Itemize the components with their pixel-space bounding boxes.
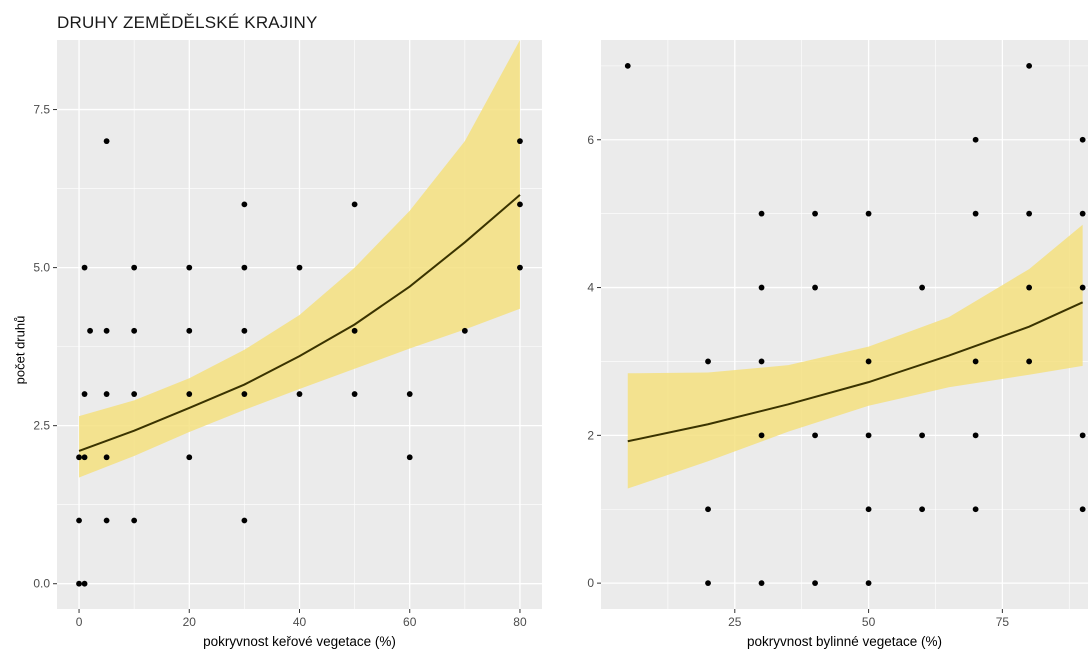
data-point — [76, 580, 82, 587]
x-axis-label: pokryvnost keřové vegetace (%) — [203, 634, 396, 649]
x-tick-label: 60 — [403, 615, 417, 629]
data-point — [865, 580, 872, 587]
data-point — [1079, 136, 1086, 143]
data-point — [1026, 62, 1033, 69]
data-point — [131, 327, 138, 334]
data-point — [81, 391, 88, 397]
data-point — [81, 264, 88, 271]
chart-panel-2: 25 50 75 0 2 4 6 pokryvnost bylinné vegetace (%… — [587, 40, 1088, 649]
x-tick-label: 40 — [293, 615, 307, 629]
data-point — [103, 391, 110, 397]
data-point — [103, 454, 110, 461]
data-point — [186, 327, 193, 334]
data-point — [351, 327, 358, 334]
data-point — [865, 210, 872, 217]
y-tick-label: 6 — [587, 133, 594, 147]
data-point — [241, 327, 248, 334]
data-point — [624, 62, 631, 69]
data-point — [812, 432, 818, 439]
fitted-line — [627, 301, 1084, 443]
data-point — [1079, 284, 1086, 291]
data-point — [81, 580, 88, 587]
data-point — [351, 391, 358, 397]
x-tick-label: 80 — [513, 615, 527, 629]
data-point — [87, 327, 93, 334]
data-point — [131, 517, 138, 524]
chart-title: DRUHY ZEMĚDĚLSKÉ KRAJINY — [57, 13, 318, 32]
data-point — [865, 432, 872, 439]
y-tick-label: 7.5 — [33, 103, 50, 117]
data-point — [865, 506, 872, 513]
data-point — [296, 264, 303, 271]
data-point — [972, 506, 979, 513]
data-point — [812, 284, 818, 291]
data-point — [972, 432, 979, 439]
data-point — [758, 580, 765, 587]
chart-panel-1: 0 20 40 60 80 0.0 2.5 5.0 7.5 pokryvnost keřové v… — [33, 40, 542, 649]
data-point — [705, 358, 711, 365]
x-tick-label: 20 — [183, 615, 197, 629]
data-point — [103, 327, 110, 334]
data-point — [919, 432, 925, 439]
data-point — [186, 264, 193, 271]
data-point — [186, 454, 193, 461]
data-point — [296, 391, 303, 397]
y-tick-label: 2.5 — [33, 419, 50, 433]
data-point — [81, 454, 88, 461]
data-point — [131, 391, 138, 397]
x-axis-label: pokryvnost bylinné vegetace (%) — [747, 634, 942, 649]
data-point — [76, 454, 82, 461]
data-point — [351, 201, 358, 208]
data-point — [461, 327, 468, 334]
data-point — [1026, 358, 1033, 365]
data-point — [517, 201, 523, 208]
data-point — [758, 358, 765, 365]
data-point — [241, 201, 248, 208]
data-point — [241, 264, 248, 271]
data-point — [972, 136, 979, 143]
data-point — [241, 517, 248, 524]
data-point — [76, 517, 82, 524]
data-point — [812, 210, 818, 217]
data-point — [919, 506, 925, 513]
data-point — [919, 284, 925, 291]
data-point — [1026, 284, 1033, 291]
data-point — [758, 284, 765, 291]
x-tick-label: 25 — [728, 615, 742, 629]
data-point — [758, 210, 765, 217]
data-point — [865, 358, 872, 365]
data-point — [972, 358, 979, 365]
data-point — [705, 506, 711, 513]
y-tick-label: 5.0 — [33, 261, 50, 275]
x-tick-label: 0 — [76, 615, 83, 629]
data-point — [1079, 432, 1086, 439]
data-point — [1079, 506, 1086, 513]
data-point — [705, 580, 711, 587]
data-point — [517, 264, 523, 271]
data-point — [812, 580, 818, 587]
data-point — [1079, 210, 1086, 217]
data-point — [406, 454, 413, 461]
confidence-ribbon — [627, 224, 1083, 489]
data-point — [186, 391, 193, 397]
y-tick-label: 0.0 — [33, 577, 50, 591]
data-point — [517, 138, 523, 145]
y-tick-label: 0 — [587, 576, 594, 590]
fitted-line — [78, 194, 521, 452]
data-point — [1026, 210, 1033, 217]
y-tick-label: 4 — [587, 281, 594, 295]
data-point — [241, 391, 248, 397]
data-point — [406, 391, 413, 397]
data-point — [758, 432, 765, 439]
x-tick-label: 75 — [996, 615, 1010, 629]
x-tick-label: 50 — [862, 615, 876, 629]
data-point — [103, 517, 110, 524]
y-tick-label: 2 — [587, 428, 594, 442]
data-point — [131, 264, 138, 271]
data-point — [972, 210, 979, 217]
data-point — [103, 138, 110, 145]
